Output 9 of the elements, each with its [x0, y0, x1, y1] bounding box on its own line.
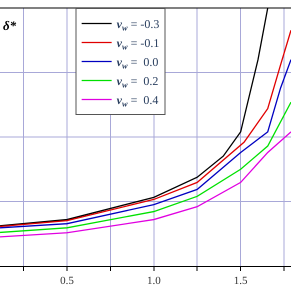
legend-label: v$_{w}$ = -0.1	[116, 36, 160, 52]
x-tick-label: 1.0	[146, 275, 162, 288]
legend-label: v$_{w}$ = 0.4	[116, 93, 158, 109]
x-tick-label: 0.5	[60, 275, 74, 288]
legend-label: v$_{w}$ = 0.2	[116, 74, 158, 90]
y-axis-title: δ*	[3, 18, 17, 33]
legend-label: v$_{w}$ = -0.3	[116, 17, 160, 33]
x-tick-label: 1.5	[234, 275, 248, 288]
legend-label: v$_{w}$ = 0.0	[116, 55, 158, 71]
